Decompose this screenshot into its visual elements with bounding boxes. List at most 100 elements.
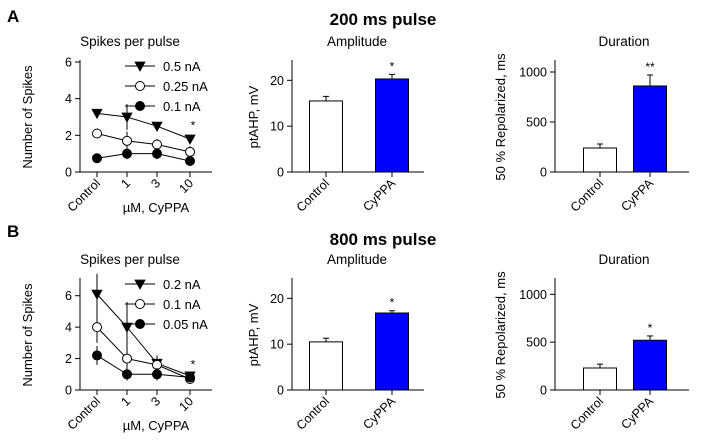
series-triangle xyxy=(91,104,196,145)
legend-label: 0.2 nA xyxy=(163,277,201,292)
y-tick-label: 4 xyxy=(65,92,72,106)
marker-open-circle xyxy=(122,353,132,364)
y-tick-label: 4 xyxy=(65,321,72,335)
spikes-line-chart: Spikes per pulse 0 2 4 6 Number of Spikes Cont… xyxy=(20,34,212,215)
x-axis-label: µM, CyPPA xyxy=(123,200,190,215)
marker-triangle xyxy=(134,61,146,72)
marker-filled-circle xyxy=(185,156,195,166)
y-tick-label: 6 xyxy=(65,289,72,303)
marker-filled-circle xyxy=(152,148,162,159)
series-line xyxy=(96,326,191,380)
significance-star: * xyxy=(390,296,395,310)
series-filled-circle xyxy=(92,346,195,383)
marker-open-circle xyxy=(122,135,132,146)
y-tick-label: 20 xyxy=(270,292,284,306)
significance-star: * xyxy=(390,59,395,73)
marker-triangle xyxy=(91,108,103,120)
x-tick-label: Control xyxy=(568,394,606,432)
legend-label: 0.1 nA xyxy=(163,297,201,312)
bar-cyppa xyxy=(633,339,667,391)
y-tick-label: 0 xyxy=(540,166,547,180)
duration-bar-chart: Duration 0 500 1000 50 % Repolarized, ms Cont… xyxy=(493,252,689,433)
series-line xyxy=(96,133,191,153)
y-axis-label: ptAHP, mV xyxy=(246,303,261,366)
x-tick-label: 1 xyxy=(118,394,133,409)
marker-filled-circle xyxy=(152,369,162,380)
series-line xyxy=(96,293,191,377)
bar-control xyxy=(309,341,343,391)
x-tick-label: 3 xyxy=(148,176,163,191)
marker-filled-circle xyxy=(92,153,102,164)
y-tick-label: 20 xyxy=(270,74,284,88)
series-filled-circle xyxy=(92,148,195,166)
panel-letter: B xyxy=(7,222,19,241)
marker-open-circle xyxy=(135,81,145,91)
x-tick-label: 10 xyxy=(176,394,196,414)
marker-triangle xyxy=(151,121,163,132)
x-tick-label: Control xyxy=(568,176,606,214)
series-line xyxy=(96,112,191,140)
x-tick-label: CyPPA xyxy=(360,394,398,432)
x-tick-label: Control xyxy=(294,394,332,432)
y-tick-label: 0 xyxy=(277,166,284,180)
marker-open-circle xyxy=(135,299,145,309)
y-axis-label: 50 % Repolarized, ms xyxy=(493,53,508,181)
y-tick-label: 0 xyxy=(540,384,547,398)
y-tick-label: 0 xyxy=(65,166,72,180)
y-tick-label: 500 xyxy=(526,336,547,350)
marker-open-circle xyxy=(152,139,162,150)
x-tick-label: 1 xyxy=(118,176,133,191)
marker-filled-circle xyxy=(135,101,145,111)
marker-filled-circle xyxy=(92,350,102,361)
section-title: 800 ms pulse xyxy=(330,230,437,249)
bar-cyppa xyxy=(633,85,667,173)
marker-filled-circle xyxy=(122,148,132,159)
x-axis-label: µM, CyPPA xyxy=(123,418,190,433)
y-axis-label: ptAHP, mV xyxy=(246,85,261,148)
x-tick-label: 10 xyxy=(176,176,196,196)
y-tick-label: 6 xyxy=(65,56,72,70)
marker-triangle xyxy=(184,134,196,145)
spikes-line-chart: Spikes per pulse 0 2 4 6 Number of Spikes Cont… xyxy=(20,252,212,433)
chart-title: Duration xyxy=(598,252,649,267)
marker-triangle xyxy=(121,112,133,123)
series-open-circle xyxy=(92,128,195,158)
marker-filled-circle xyxy=(135,319,145,329)
significance-star: ** xyxy=(645,60,655,74)
y-tick-label: 10 xyxy=(270,120,284,134)
legend-label: 0.25 nA xyxy=(163,79,208,94)
y-tick-label: 500 xyxy=(526,116,547,130)
bar-cyppa xyxy=(375,78,409,173)
y-tick-label: 1000 xyxy=(519,66,547,80)
chart-title: Spikes per pulse xyxy=(80,34,180,49)
amplitude-bar-chart: Amplitude 0 10 20 ptAHP, mV Control CyPPA * xyxy=(246,34,424,215)
x-tick-label: CyPPA xyxy=(618,176,656,214)
y-tick-label: 0 xyxy=(277,384,284,398)
duration-bar-chart: Duration 0 500 1000 50 % Repolarized, ms Cont… xyxy=(493,34,689,215)
y-axis-label: Number of Spikes xyxy=(20,65,35,169)
marker-triangle xyxy=(134,279,146,290)
bar-cyppa xyxy=(375,312,409,391)
y-axis-label: 50 % Repolarized, ms xyxy=(493,271,508,399)
panel-letter: A xyxy=(7,7,19,26)
series-line xyxy=(96,153,191,162)
y-tick-label: 2 xyxy=(65,129,72,143)
marker-open-circle xyxy=(185,146,195,157)
section-title: 200 ms pulse xyxy=(330,10,437,29)
y-tick-label: 10 xyxy=(270,338,284,352)
marker-triangle xyxy=(91,289,103,300)
chart-title: Amplitude xyxy=(327,34,387,49)
x-tick-label: CyPPA xyxy=(618,394,656,432)
y-axis-label: Number of Spikes xyxy=(20,283,35,387)
chart-title: Duration xyxy=(598,34,649,49)
x-tick-label: 3 xyxy=(148,394,163,409)
x-tick-label: Control xyxy=(65,176,103,214)
significance-star: * xyxy=(191,357,196,371)
y-tick-label: 0 xyxy=(65,384,72,398)
x-tick-label: Control xyxy=(65,394,103,432)
series-line xyxy=(96,355,191,378)
marker-open-circle xyxy=(92,128,102,139)
bar-control xyxy=(583,367,617,391)
marker-open-circle xyxy=(92,322,102,333)
